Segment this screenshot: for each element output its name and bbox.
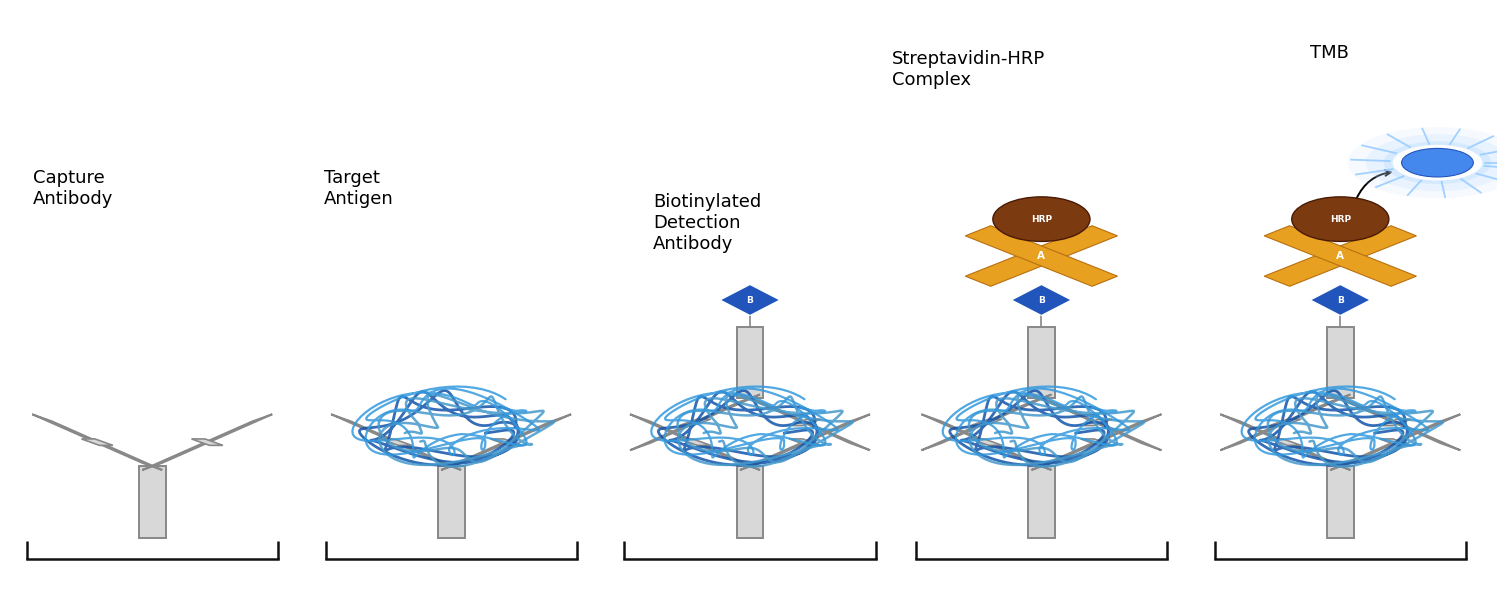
Polygon shape (1080, 439, 1112, 445)
Circle shape (1392, 145, 1482, 181)
Text: B: B (747, 296, 753, 305)
Circle shape (1365, 134, 1500, 191)
Polygon shape (1311, 284, 1370, 316)
Polygon shape (1011, 284, 1071, 316)
Polygon shape (1269, 419, 1300, 425)
Text: B: B (1038, 296, 1046, 305)
Ellipse shape (1292, 197, 1389, 241)
Polygon shape (438, 466, 465, 538)
Polygon shape (921, 395, 1052, 450)
Polygon shape (740, 395, 870, 450)
Polygon shape (720, 284, 780, 316)
Polygon shape (332, 414, 460, 470)
Polygon shape (1028, 466, 1054, 538)
Polygon shape (381, 439, 412, 445)
Polygon shape (490, 439, 522, 445)
Polygon shape (1264, 226, 1416, 286)
Text: Capture
Antibody: Capture Antibody (33, 169, 112, 208)
Polygon shape (736, 466, 764, 538)
Polygon shape (1080, 419, 1112, 425)
Text: Streptavidin-HRP
Complex: Streptavidin-HRP Complex (892, 50, 1046, 89)
Text: Biotinylated
Detection
Antibody: Biotinylated Detection Antibody (652, 193, 760, 253)
Polygon shape (32, 414, 162, 470)
Polygon shape (630, 414, 760, 470)
Polygon shape (81, 439, 112, 445)
Circle shape (1348, 127, 1500, 199)
Polygon shape (1221, 414, 1350, 470)
Text: A: A (1336, 251, 1344, 261)
Text: B: B (1336, 296, 1344, 305)
Polygon shape (789, 419, 820, 425)
Polygon shape (970, 419, 1002, 425)
Polygon shape (1032, 395, 1161, 450)
Polygon shape (680, 419, 711, 425)
Polygon shape (966, 226, 1118, 286)
Text: HRP: HRP (1329, 215, 1352, 224)
Polygon shape (736, 327, 764, 398)
Polygon shape (140, 466, 165, 538)
Ellipse shape (993, 197, 1090, 241)
Circle shape (1401, 148, 1473, 177)
Polygon shape (1264, 226, 1416, 286)
Polygon shape (1221, 395, 1350, 450)
Circle shape (1383, 141, 1491, 184)
Text: A: A (1038, 251, 1046, 261)
Text: Target
Antigen: Target Antigen (324, 169, 394, 208)
Polygon shape (630, 395, 760, 450)
Polygon shape (1328, 327, 1354, 398)
Polygon shape (966, 226, 1118, 286)
Polygon shape (680, 439, 711, 445)
Polygon shape (441, 414, 572, 470)
Polygon shape (1328, 466, 1354, 538)
Polygon shape (921, 414, 1052, 470)
Polygon shape (1028, 327, 1054, 398)
Polygon shape (1269, 439, 1300, 445)
Text: HRP: HRP (1030, 215, 1051, 224)
Polygon shape (1380, 419, 1411, 425)
Polygon shape (1330, 414, 1461, 470)
Polygon shape (1380, 439, 1411, 445)
Polygon shape (789, 439, 820, 445)
Polygon shape (192, 439, 224, 445)
Polygon shape (1032, 414, 1161, 470)
Polygon shape (740, 414, 870, 470)
Text: TMB: TMB (1311, 44, 1350, 62)
Polygon shape (1330, 395, 1461, 450)
Polygon shape (970, 439, 1002, 445)
Polygon shape (142, 414, 272, 470)
